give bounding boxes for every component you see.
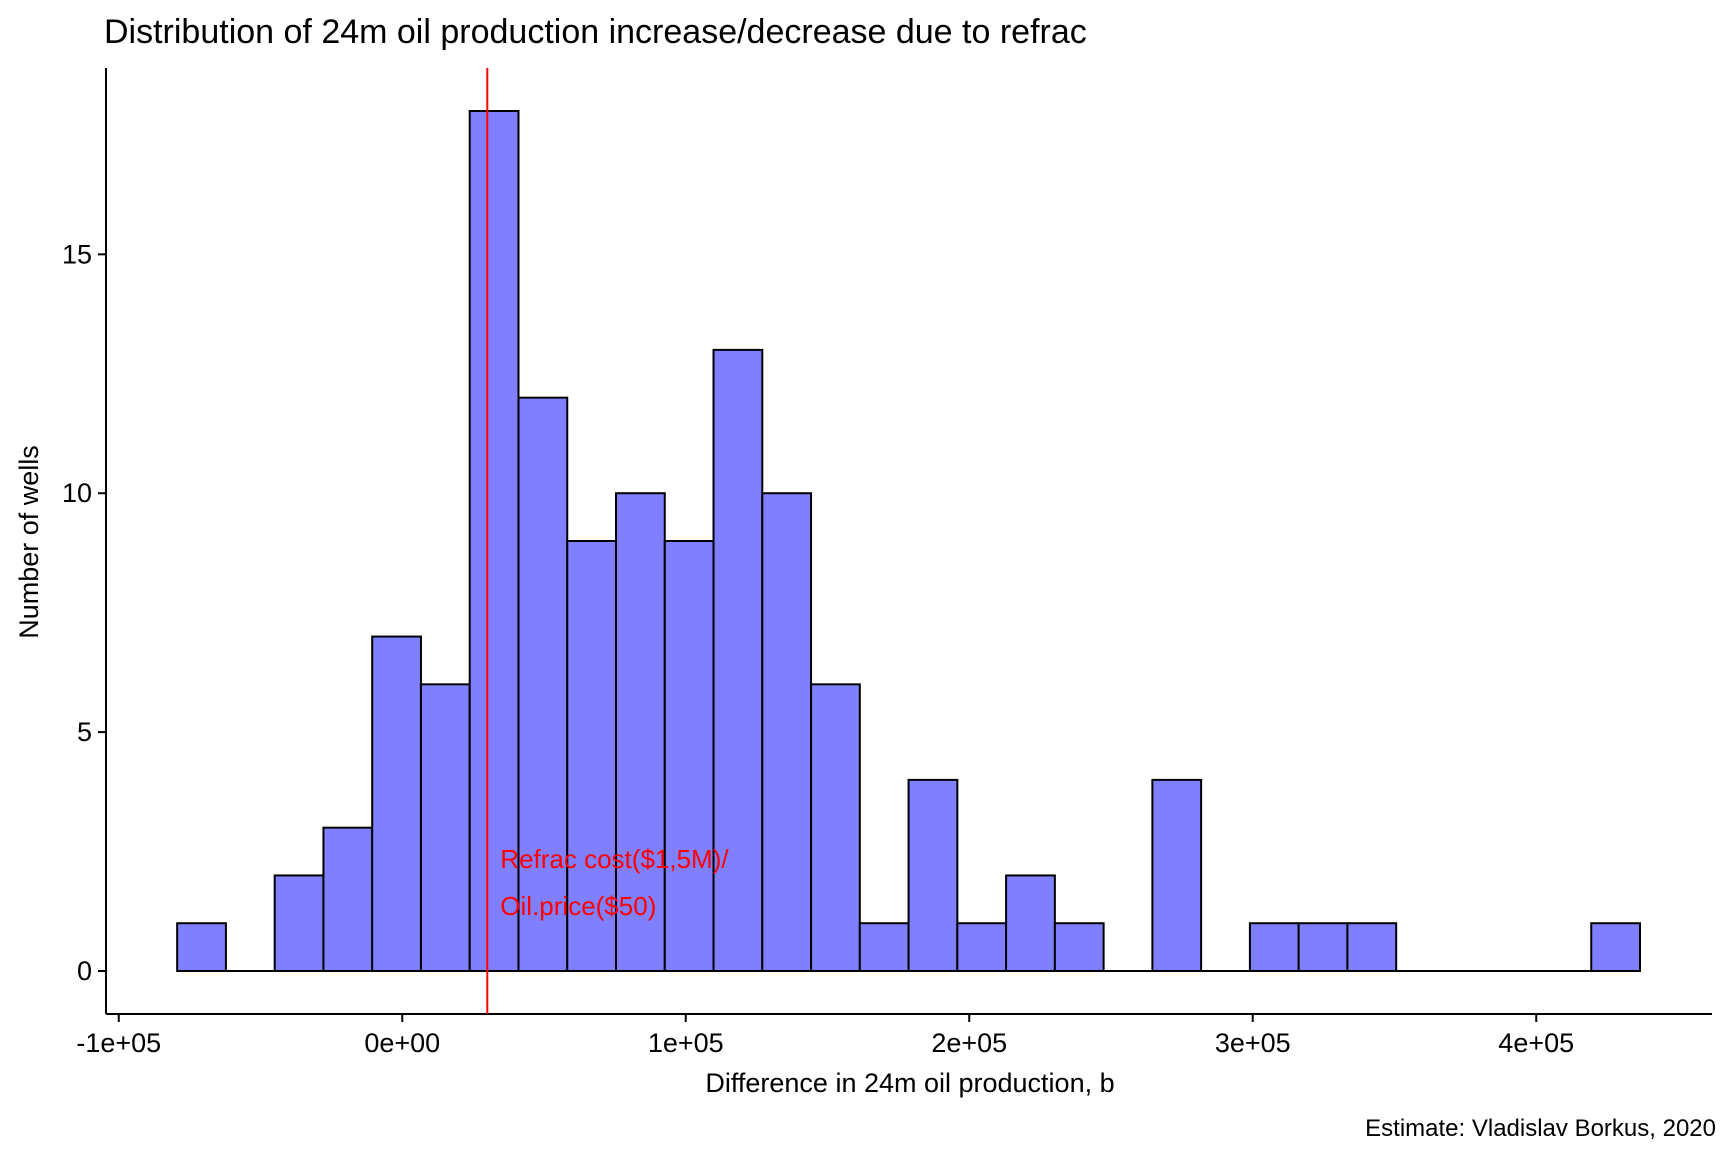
histogram-bar bbox=[1346, 922, 1398, 972]
bars-layer bbox=[176, 110, 1641, 973]
y-tick-label: 15 bbox=[62, 239, 92, 269]
histogram-bar bbox=[907, 778, 959, 973]
histogram-bar bbox=[615, 492, 666, 972]
histogram-bar bbox=[176, 922, 227, 972]
x-tick-label: 2e+05 bbox=[931, 1028, 1007, 1058]
caption: Estimate: Vladislav Borkus, 2020 bbox=[1365, 1115, 1716, 1142]
histogram-bar bbox=[468, 110, 520, 972]
histogram-bar bbox=[371, 635, 422, 972]
x-tick-label: 1e+05 bbox=[648, 1028, 724, 1058]
histogram-bar bbox=[1151, 778, 1203, 973]
histogram-bar bbox=[761, 492, 813, 972]
histogram-bar bbox=[1005, 874, 1056, 972]
y-tick-label: 0 bbox=[77, 956, 92, 986]
histogram-bar bbox=[1590, 922, 1641, 972]
histogram-bar bbox=[1248, 922, 1300, 972]
x-tick-label: -1e+05 bbox=[76, 1028, 161, 1058]
histogram-bar bbox=[1053, 922, 1105, 972]
x-axis-title: Difference in 24m oil production, b bbox=[705, 1068, 1114, 1098]
x-tick-label: 3e+05 bbox=[1215, 1028, 1291, 1058]
x-tick-label: 0e+00 bbox=[364, 1028, 440, 1058]
reference-line-layer: Refrac cost($1,5M)/ Oil.price($50) bbox=[486, 68, 729, 1014]
refrac-cost-annotation: Oil.price($50) bbox=[500, 891, 656, 921]
histogram-bar bbox=[712, 348, 764, 972]
axes-layer: -1e+05 0e+00 1e+05 2e+05 3e+05 4e+05 0 5 10 15 bbox=[62, 68, 1712, 1058]
refrac-cost-annotation: Refrac cost($1,5M)/ bbox=[500, 844, 729, 874]
x-tick-label: 4e+05 bbox=[1498, 1028, 1574, 1058]
y-axis-title: Number of wells bbox=[14, 445, 44, 639]
histogram-bar bbox=[956, 922, 1008, 972]
histogram-bar bbox=[810, 683, 861, 973]
y-tick-label: 5 bbox=[77, 717, 92, 747]
histogram-bar bbox=[419, 683, 471, 973]
chart-title: Distribution of 24m oil production incre… bbox=[104, 13, 1087, 51]
histogram-bar bbox=[322, 826, 374, 972]
histogram-bar bbox=[273, 874, 325, 972]
histogram-bar bbox=[517, 396, 569, 973]
y-tick-label: 10 bbox=[62, 478, 92, 508]
histogram-bar bbox=[566, 540, 618, 972]
histogram-bar bbox=[1297, 922, 1349, 972]
histogram-bar bbox=[663, 540, 715, 972]
histogram-bar bbox=[858, 922, 910, 972]
